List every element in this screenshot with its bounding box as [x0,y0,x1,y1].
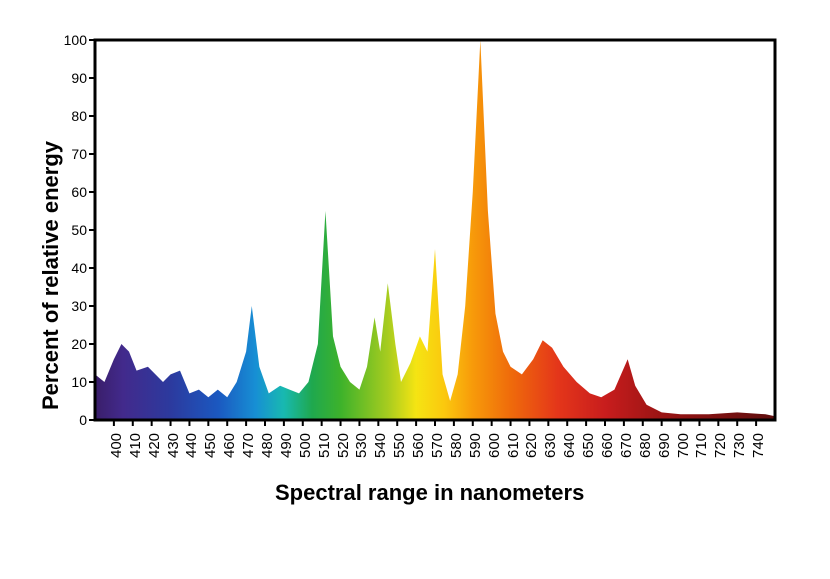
x-tick-label: 420 [146,433,163,458]
x-tick-label: 520 [335,433,352,458]
x-tick-label: 430 [165,433,182,458]
y-tick-label: 80 [55,108,87,124]
x-tick-label: 480 [259,433,276,458]
x-tick-label: 630 [542,433,559,458]
y-tick-label: 70 [55,146,87,162]
x-tick-label: 590 [467,433,484,458]
x-tick-label: 610 [505,433,522,458]
x-tick-label: 470 [240,433,257,458]
x-tick-label: 690 [656,433,673,458]
x-tick-label: 550 [391,433,408,458]
x-tick-label: 540 [372,433,389,458]
x-tick-label: 600 [486,433,503,458]
x-tick-label: 570 [429,433,446,458]
y-tick-label: 40 [55,260,87,276]
y-tick-label: 90 [55,70,87,86]
x-tick-label: 500 [297,433,314,458]
chart-container: Percent of relative energy Spectral rang… [0,0,830,579]
x-tick-label: 730 [731,433,748,458]
x-tick-label: 740 [750,433,767,458]
x-tick-label: 410 [127,433,144,458]
x-tick-label: 710 [693,433,710,458]
x-tick-label: 650 [580,433,597,458]
y-tick-label: 50 [55,222,87,238]
x-tick-label: 680 [637,433,654,458]
x-tick-label: 450 [202,433,219,458]
x-tick-label: 640 [561,433,578,458]
x-tick-label: 670 [618,433,635,458]
x-tick-label: 660 [599,433,616,458]
x-tick-label: 510 [316,433,333,458]
y-tick-label: 10 [55,374,87,390]
x-tick-label: 440 [183,433,200,458]
x-tick-label: 460 [221,433,238,458]
x-tick-label: 560 [410,433,427,458]
x-axis-label: Spectral range in nanometers [275,480,584,506]
x-tick-label: 580 [448,433,465,458]
x-tick-label: 700 [675,433,692,458]
x-tick-label: 490 [278,433,295,458]
x-tick-label: 620 [523,433,540,458]
y-tick-label: 30 [55,298,87,314]
y-tick-label: 60 [55,184,87,200]
x-tick-label: 530 [353,433,370,458]
y-tick-label: 20 [55,336,87,352]
x-tick-label: 720 [712,433,729,458]
y-tick-label: 100 [55,32,87,48]
spectrum-area [95,40,775,420]
x-tick-label: 400 [108,433,125,458]
y-tick-label: 0 [55,412,87,428]
